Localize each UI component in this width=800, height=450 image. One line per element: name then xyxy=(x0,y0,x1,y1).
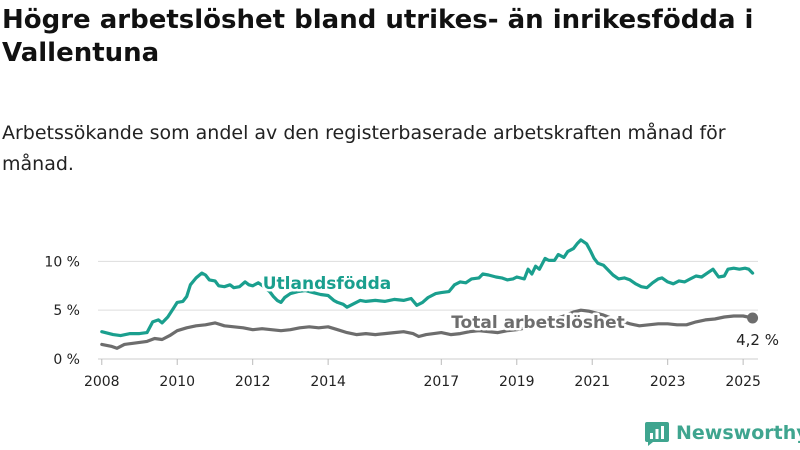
chart-subtitle: Arbetssökande som andel av den registerb… xyxy=(2,122,726,175)
x-tick-label: 2014 xyxy=(310,374,346,390)
x-tick-label: 2017 xyxy=(423,374,459,390)
series-label-total: Total arbetslöshet xyxy=(451,313,625,333)
series-line-utlandsfodda xyxy=(100,238,755,338)
series-lines xyxy=(100,238,759,350)
end-value-label: 4,2 % xyxy=(736,331,779,349)
y-tick-label: 5 % xyxy=(53,303,80,319)
x-tick-label: 2019 xyxy=(499,374,535,390)
end-point-marker xyxy=(747,312,759,324)
x-tick-label: 2025 xyxy=(725,374,761,390)
x-axis: 2008 2010 2012 2014 2017 2019 2021 2023 2025 xyxy=(84,359,761,390)
newsworthy-brand[interactable]: Newsworthy xyxy=(644,418,800,448)
x-tick-label: 2021 xyxy=(574,374,610,390)
y-tick-label: 0 % xyxy=(53,352,80,368)
series-labels: 4,2 % Utlandsfödda Total arbetslöshet xyxy=(260,272,779,349)
x-tick-label: 2008 xyxy=(84,374,120,390)
x-tick-label: 2012 xyxy=(235,374,271,390)
y-tick-label: 10 % xyxy=(44,254,80,270)
y-axis: 0 % 5 % 10 % xyxy=(44,254,80,368)
chart-title: Högre arbetslöshet bland utrikes- än inr… xyxy=(2,5,754,68)
series-label-utlandsfodda: Utlandsfödda xyxy=(263,274,392,294)
brand-name: Newsworthy xyxy=(676,422,800,444)
newsworthy-logo-icon xyxy=(645,422,669,446)
x-tick-label: 2010 xyxy=(159,374,195,390)
gridlines xyxy=(98,260,758,360)
x-tick-label: 2023 xyxy=(650,374,686,390)
series-line-total xyxy=(100,308,755,350)
